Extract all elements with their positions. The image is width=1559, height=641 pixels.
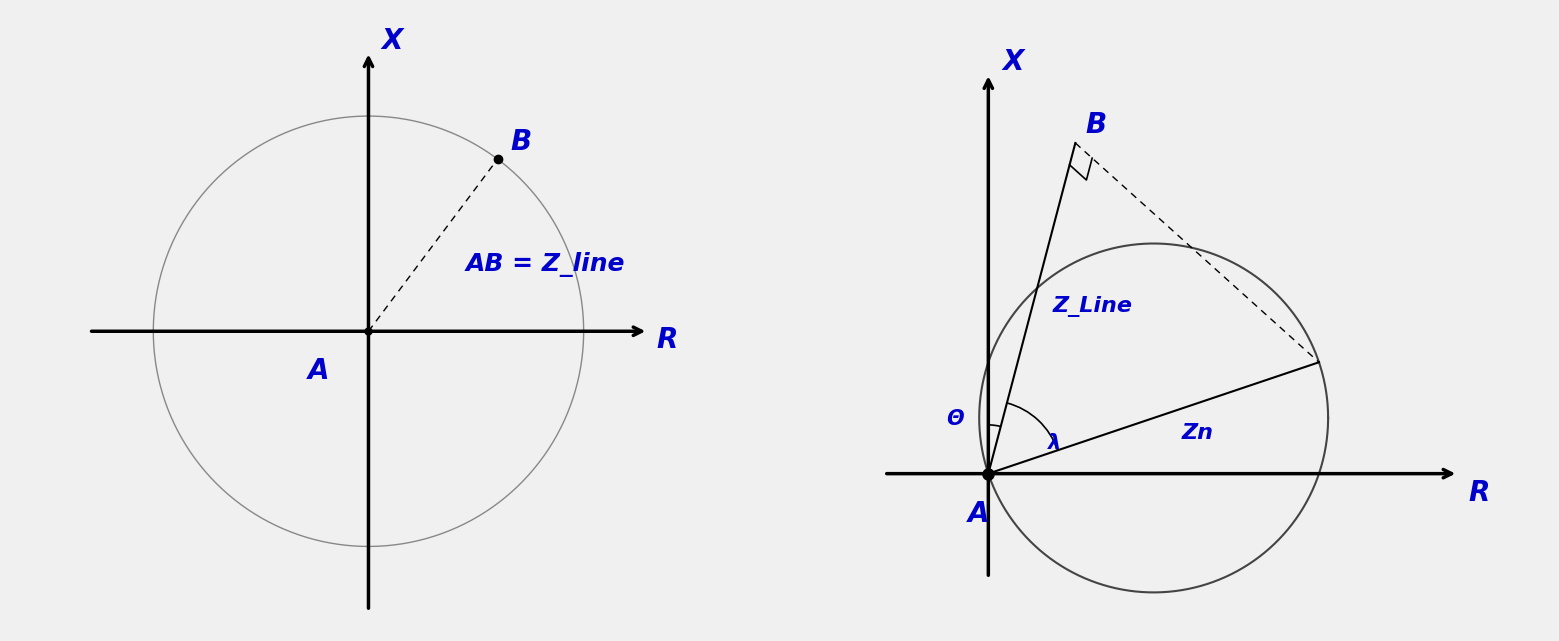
Text: A: A [309, 356, 329, 385]
Text: X: X [1002, 48, 1024, 76]
Text: B: B [1085, 110, 1107, 138]
Text: X: X [382, 28, 402, 55]
Text: Z_Line: Z_Line [1052, 296, 1133, 317]
Text: Θ: Θ [946, 409, 965, 429]
Text: R: R [656, 326, 678, 354]
Text: R: R [1469, 479, 1490, 508]
Text: λ: λ [1048, 433, 1060, 453]
Text: AB = Z_line: AB = Z_line [465, 252, 625, 277]
Text: A: A [968, 501, 988, 528]
Text: B: B [510, 128, 532, 156]
Text: Zn: Zn [1182, 423, 1213, 443]
